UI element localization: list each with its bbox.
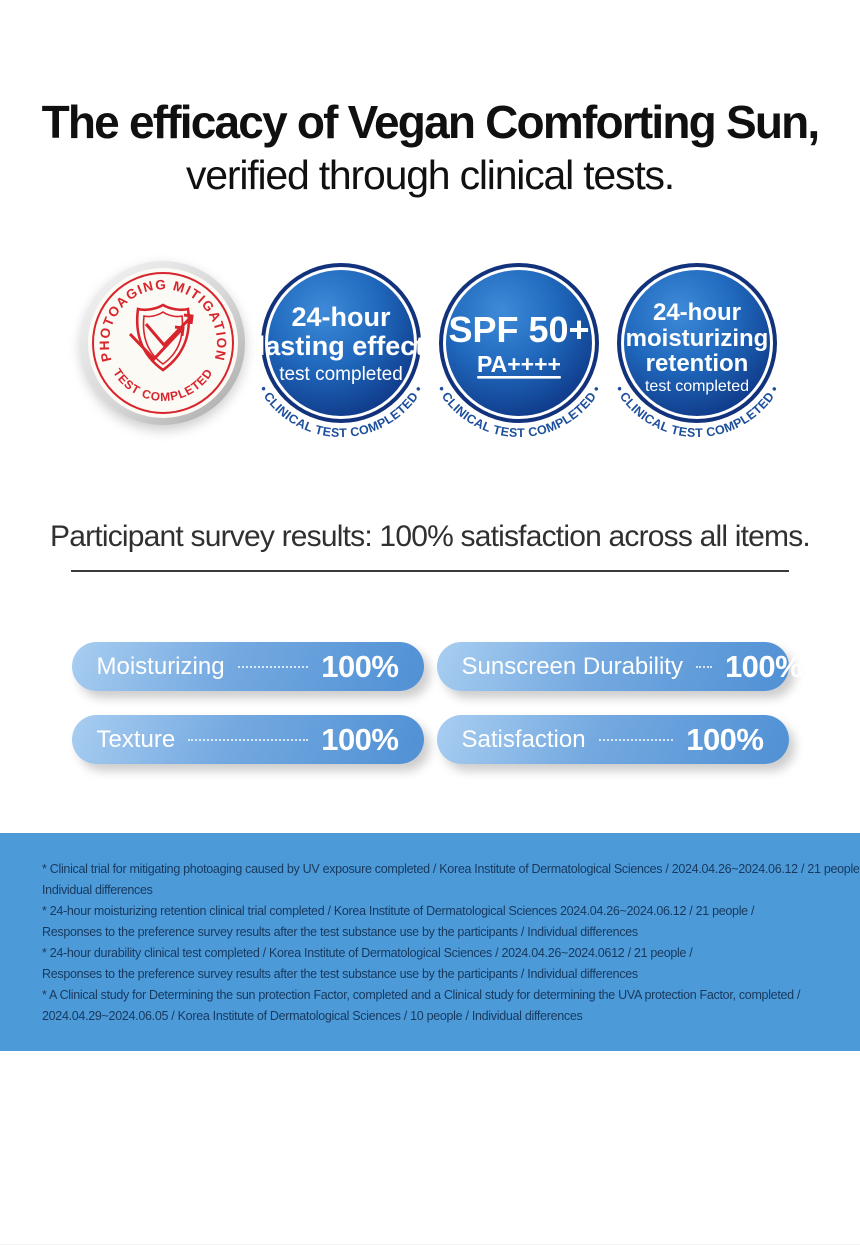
badge-blue-disc xyxy=(268,270,414,417)
survey-pill-satisfaction: Satisfaction 100% xyxy=(436,715,789,765)
footnote-line: Responses to the preference survey resul… xyxy=(42,967,638,982)
shield-check-icon xyxy=(128,303,194,372)
badge-text-line4: test completed xyxy=(645,378,749,395)
survey-pill-moisturizing: Moisturizing 100% xyxy=(71,642,424,692)
pill-value: 100% xyxy=(724,648,803,684)
footnote-line: * A Clinical study for Determining the s… xyxy=(42,988,801,1003)
footnote-line: 2024.04.29~2024.06.05 / Korea Institute … xyxy=(42,1009,583,1024)
badge-text-line2: lasting effect xyxy=(258,331,425,361)
badge-24h-lasting-effect: 24-hour lasting effect test completed • … xyxy=(256,263,425,440)
survey-pill-sunscreen-durability: Sunscreen Durability 100% xyxy=(436,642,803,692)
badge-spf50-pa: SPF 50+ PA++++ • CLINICAL TEST COMPLETED… xyxy=(434,263,603,440)
footnote-spf-study: * A Clinical study for Determining the s… xyxy=(42,985,818,1027)
disclaimer-footer: * Clinical trial for mitigating photoagi… xyxy=(0,833,860,1052)
footnote-moisturizing-trial: * 24-hour moisturizing retention clinica… xyxy=(42,901,818,943)
footnote-photoaging-trial: * Clinical trial for mitigating photoagi… xyxy=(42,859,860,901)
footnote-line: * 24-hour moisturizing retention clinica… xyxy=(42,904,755,919)
survey-results-grid: Moisturizing 100% Sunscreen Durability 1… xyxy=(0,642,860,765)
footnote-line: * 24-hour durability clinical test compl… xyxy=(42,946,693,961)
footnote-line: Individual differences xyxy=(42,883,153,898)
footnote-line: * Clinical trial for mitigating photoagi… xyxy=(42,862,860,877)
heading-underline xyxy=(71,570,789,573)
dotted-leader xyxy=(695,665,712,668)
pill-value: 100% xyxy=(321,721,399,757)
badge-text-pa: PA++++ xyxy=(477,351,561,377)
dotted-leader xyxy=(237,665,309,668)
dotted-leader xyxy=(188,738,309,741)
badge-text-line1: 24-hour xyxy=(653,299,741,326)
badge-red-ring xyxy=(92,272,234,415)
badge-text-line3: retention xyxy=(646,350,749,377)
badge-blue-disc xyxy=(624,270,770,417)
footnote-line: Responses to the preference survey resul… xyxy=(42,925,638,940)
pa-underline xyxy=(477,376,561,379)
pill-value: 100% xyxy=(321,648,399,684)
pill-label: Satisfaction xyxy=(461,725,586,753)
main-title: The efficacy of Vegan Comforting Sun, ve… xyxy=(0,0,860,200)
title-line-2: verified through clinical tests. xyxy=(185,152,675,199)
pill-label: Sunscreen Durability xyxy=(461,652,683,680)
badge-text-line2: moisturizing xyxy=(626,325,769,352)
certification-badges-row: PHOTOAGING MITIGATION TEST COMPLETED 24-… xyxy=(0,258,860,456)
title-line-1: The efficacy of Vegan Comforting Sun, xyxy=(41,96,821,148)
badge-blue-disc xyxy=(446,270,592,417)
footnote-durability-trial: * 24-hour durability clinical test compl… xyxy=(42,943,818,985)
dotted-leader xyxy=(598,738,674,741)
badge-24h-moisturizing-retention: 24-hour moisturizing retention test comp… xyxy=(612,263,781,440)
pill-label: Moisturizing xyxy=(96,652,225,680)
badge-text-spf: SPF 50+ xyxy=(448,309,589,350)
survey-pill-texture: Texture 100% xyxy=(71,715,424,765)
pill-value: 100% xyxy=(686,721,764,757)
badge-photoaging-mitigation: PHOTOAGING MITIGATION TEST COMPLETED xyxy=(81,261,245,426)
badge-text-line3: test completed xyxy=(279,364,403,385)
badge-text-line1: 24-hour xyxy=(291,302,391,332)
survey-heading: Participant survey results: 100% satisfa… xyxy=(50,520,811,554)
pill-label: Texture xyxy=(96,725,176,753)
